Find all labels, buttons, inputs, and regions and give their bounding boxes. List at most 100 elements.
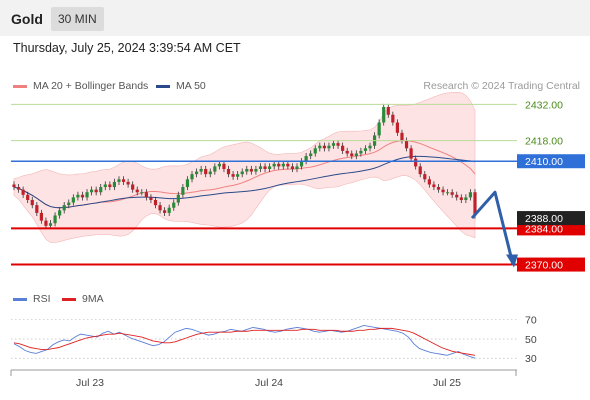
ma20-swatch xyxy=(13,84,27,88)
level-label-2384.00: 2384.00 xyxy=(525,223,563,235)
source-credit: Research © 2024 Trading Central xyxy=(423,80,580,92)
candle-body xyxy=(404,140,409,149)
candle-body xyxy=(26,194,30,200)
candle-body xyxy=(71,197,75,203)
candle-body xyxy=(468,192,473,198)
candle-body xyxy=(44,220,48,226)
candle-body xyxy=(76,194,80,198)
datetime-label: Thursday, July 25, 2024 3:39:54 AM CET xyxy=(13,41,241,55)
candle-body xyxy=(450,192,454,195)
legend-ma20: MA 20 + Bollinger Bands xyxy=(13,80,148,92)
candle-body xyxy=(327,145,331,149)
candle-body xyxy=(222,163,226,169)
ma9-label: 9MA xyxy=(82,293,104,305)
candle-body xyxy=(318,145,322,149)
candle-body xyxy=(99,187,103,193)
candle-body xyxy=(80,194,85,198)
x-tick-Jul 24: Jul 24 xyxy=(255,377,283,389)
candle-body xyxy=(272,163,276,167)
candle-body xyxy=(236,174,240,177)
candle-body xyxy=(140,192,144,194)
candle-body xyxy=(414,158,418,167)
candle-body xyxy=(382,106,386,123)
candle-body xyxy=(53,215,57,224)
candle-body xyxy=(163,210,167,213)
candle-body xyxy=(418,166,422,175)
rsi-series-9MA xyxy=(13,327,476,356)
candle-body xyxy=(240,171,244,175)
x-tick-Jul 23: Jul 23 xyxy=(76,377,104,389)
candle-body xyxy=(345,150,349,154)
candle-body xyxy=(181,187,185,195)
level-label-2418.00: 2418.00 xyxy=(525,136,563,148)
rsi-series-RSI xyxy=(13,325,476,359)
candle-body xyxy=(432,184,436,188)
candle-body xyxy=(286,163,290,167)
candle-body xyxy=(249,168,253,172)
candle-body xyxy=(48,223,53,226)
candle-body xyxy=(258,166,263,169)
candle-body xyxy=(121,179,126,182)
candle-body xyxy=(436,187,441,190)
candle-body xyxy=(299,161,304,167)
candle-body xyxy=(322,145,326,149)
rsi-swatch xyxy=(13,297,27,301)
last-price-tag xyxy=(517,211,585,226)
ma50-swatch xyxy=(156,84,170,88)
candle-body xyxy=(35,205,39,213)
timeframe-button[interactable]: 30 MIN xyxy=(51,7,104,31)
ma50-line xyxy=(13,155,476,209)
candle-body xyxy=(464,197,468,200)
candle-body xyxy=(309,153,313,157)
candle-body xyxy=(363,148,368,151)
rsi-tick-70: 70 xyxy=(525,315,537,327)
legend-9ma: 9MA xyxy=(62,293,104,305)
level-label-2370.00: 2370.00 xyxy=(525,260,563,272)
candle-body xyxy=(395,122,400,133)
ma9-swatch xyxy=(62,297,76,301)
candle-body xyxy=(354,153,358,157)
candle-body xyxy=(30,199,34,206)
level-label-2432.00: 2432.00 xyxy=(525,99,563,111)
candle-body xyxy=(304,156,308,162)
candle-body xyxy=(199,168,203,172)
candle-body xyxy=(144,192,148,198)
candle-body xyxy=(62,205,66,211)
rsi-label: RSI xyxy=(33,293,51,305)
candle-body xyxy=(377,122,381,136)
candle-body xyxy=(313,148,317,154)
candle-body xyxy=(204,168,208,175)
candle-body xyxy=(153,199,158,206)
toolbar: Gold 30 MIN xyxy=(0,0,590,36)
candle-body xyxy=(350,153,354,157)
candle-body xyxy=(423,174,427,180)
legend-ma50: MA 50 xyxy=(156,80,206,92)
candle-body xyxy=(126,181,130,185)
candle-body xyxy=(94,189,98,193)
candle-body xyxy=(12,184,16,188)
last-price-label: 2388.00 xyxy=(525,213,563,225)
candle-body xyxy=(58,210,62,216)
candle-body xyxy=(39,212,43,221)
candle-body xyxy=(341,145,345,151)
candle-body xyxy=(331,143,336,146)
candle-body xyxy=(441,189,445,193)
candle-body xyxy=(117,179,121,182)
rsi-tick-50: 50 xyxy=(525,334,537,346)
level-tag-2410.00 xyxy=(517,154,585,169)
candle-body xyxy=(459,197,463,200)
candle-body xyxy=(268,166,272,169)
candle-body xyxy=(359,150,363,154)
candle-body xyxy=(135,189,139,193)
candle-body xyxy=(112,181,117,188)
x-tick-Jul 25: Jul 25 xyxy=(433,377,461,389)
candle-body xyxy=(226,168,231,175)
candle-body xyxy=(368,145,372,149)
candle-body xyxy=(167,207,171,213)
ma20-label: MA 20 + Bollinger Bands xyxy=(33,80,149,92)
candle-body xyxy=(213,166,217,172)
candle-body xyxy=(386,106,390,115)
candle-body xyxy=(21,189,25,195)
candle-body xyxy=(131,184,135,190)
